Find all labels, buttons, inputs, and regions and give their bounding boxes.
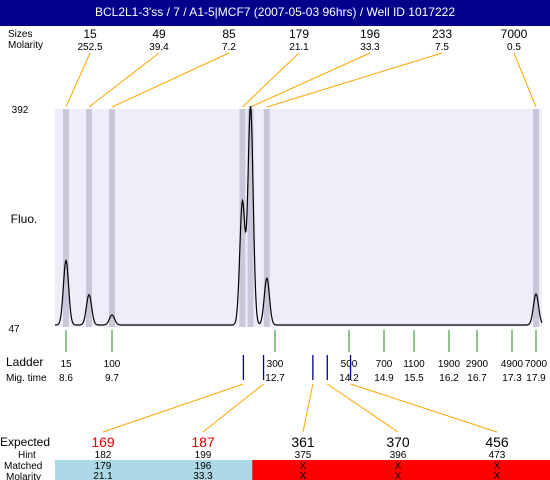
plot-background [55, 109, 542, 327]
matched-value: X [494, 461, 501, 472]
peak-size-label: 85 [222, 27, 236, 41]
molarity-row-label: Molarity [8, 40, 43, 51]
ladder-size-label: 15 [60, 359, 72, 370]
plot-area: 392 47 Fluo. [8, 105, 543, 335]
ladder-size-label: 4900 [501, 359, 524, 370]
matched-cell-bg [351, 460, 452, 480]
molarity-value: X [395, 471, 402, 480]
peak-connector-line [513, 52, 537, 108]
matched-row-label: Matched [4, 461, 42, 472]
ladder-mig-time-label: 17.3 [502, 373, 522, 384]
peak-size-label: 7000 [501, 27, 528, 41]
matched-cell-bg [450, 460, 550, 480]
ladder-mig-time-label: 16.7 [467, 373, 487, 384]
ladder-mig-time-label: 15.5 [404, 373, 424, 384]
expected-size-value: 456 [485, 434, 509, 450]
peak-band [247, 109, 254, 327]
expected-connector-line [350, 383, 498, 433]
molarity-value: X [494, 471, 501, 480]
expected-row-label: Expected [0, 435, 50, 449]
fluorescence-trace [55, 106, 543, 326]
ladder-mig-time-label: 17.9 [526, 373, 546, 384]
matched-cell-bg [153, 460, 253, 480]
peak-size-label: 15 [83, 27, 97, 41]
hint-value: 396 [390, 450, 407, 461]
peak-size-label: 179 [289, 27, 309, 41]
matched-cell-bg [55, 460, 154, 480]
table-molarity-row-label: Molarity [6, 472, 41, 480]
ladder-row-label: Ladder [6, 355, 43, 369]
ladder-mig-time-label: 12.7 [265, 373, 285, 384]
peak-band [533, 109, 539, 327]
peak-molarity-label: 7.5 [435, 42, 449, 53]
peak-connector-line [88, 52, 160, 108]
expected-connector-line [102, 383, 244, 433]
peak-connector-line [242, 52, 300, 108]
expected-size-value: 361 [291, 434, 315, 450]
peak-band [109, 109, 115, 327]
matched-value: X [300, 461, 307, 472]
ladder-mig-time-label: 8.6 [59, 373, 73, 384]
molarity-value: 33.3 [193, 471, 213, 480]
ladder-mig-time-label: 14.9 [374, 373, 394, 384]
chart-title: BCL2L1-3'ss / 7 / A1-5|MCF7 (2007-05-03 … [94, 5, 456, 19]
hint-value: 182 [95, 450, 112, 461]
peak-molarity-label: 0.5 [507, 42, 521, 53]
ladder-size-label: 1900 [438, 359, 461, 370]
ladder-size-label: 2900 [466, 359, 489, 370]
sizes-row-label: Sizes [8, 29, 32, 40]
peak-molarity-label: 33.3 [360, 42, 380, 53]
expected-connector-line [202, 383, 264, 433]
ladder-size-label: 300 [267, 359, 284, 370]
hint-value: 473 [489, 450, 506, 461]
molarity-value: 21.1 [93, 471, 113, 480]
matched-value: 179 [95, 461, 112, 472]
molarity-value: X [300, 471, 307, 480]
y-axis-label: Fluo. [11, 212, 38, 226]
hint-row-label: Hint [18, 450, 36, 461]
ladder-size-label: 500 [341, 359, 358, 370]
hint-value: 199 [195, 450, 212, 461]
peak-molarity-label: 252.5 [77, 42, 102, 53]
peak-molarity-label: 21.1 [289, 42, 309, 53]
hint-value: 375 [295, 450, 312, 461]
mig-time-row-label: Mig. time [6, 373, 47, 384]
expected-size-value: 169 [91, 434, 115, 450]
ladder-size-label: 7000 [525, 359, 548, 370]
peak-band [63, 109, 69, 327]
peak-molarity-label: 7.2 [222, 42, 236, 53]
expected-size-value: 187 [191, 434, 215, 450]
ladder-area: Ladder Mig. time 15 8.6 100 9.7 300 12.7 500 14.2… [6, 330, 548, 384]
peak-band [239, 109, 246, 327]
ladder-mig-time-label: 16.2 [439, 373, 459, 384]
peak-connector-line [250, 52, 371, 108]
expected-connector-line [302, 383, 314, 433]
ladder-size-label: 700 [376, 359, 393, 370]
ladder-mig-time-label: 14.2 [339, 373, 359, 384]
matched-value: 196 [195, 461, 212, 472]
ladder-size-label: 1100 [403, 359, 425, 370]
matched-value: X [395, 461, 402, 472]
matched-cell-bg [252, 460, 353, 480]
peak-molarity-label: 39.4 [149, 42, 169, 53]
expected-connector-line [326, 383, 399, 433]
y-tick-label-top: 392 [12, 105, 29, 116]
y-tick-label-bottom: 47 [8, 324, 20, 335]
ladder-mig-time-label: 9.7 [105, 373, 119, 384]
peak-size-label: 196 [360, 27, 380, 41]
peak-size-label: 233 [432, 27, 452, 41]
title-bar [0, 0, 550, 26]
expected-size-value: 370 [386, 434, 410, 450]
peak-band [86, 109, 92, 327]
peak-connector-line [266, 52, 443, 108]
peak-size-label: 49 [152, 27, 166, 41]
ladder-size-label: 100 [104, 359, 121, 370]
peak-connector-line [65, 52, 91, 108]
peak-band [263, 109, 270, 327]
peak-connector-line [111, 52, 230, 108]
